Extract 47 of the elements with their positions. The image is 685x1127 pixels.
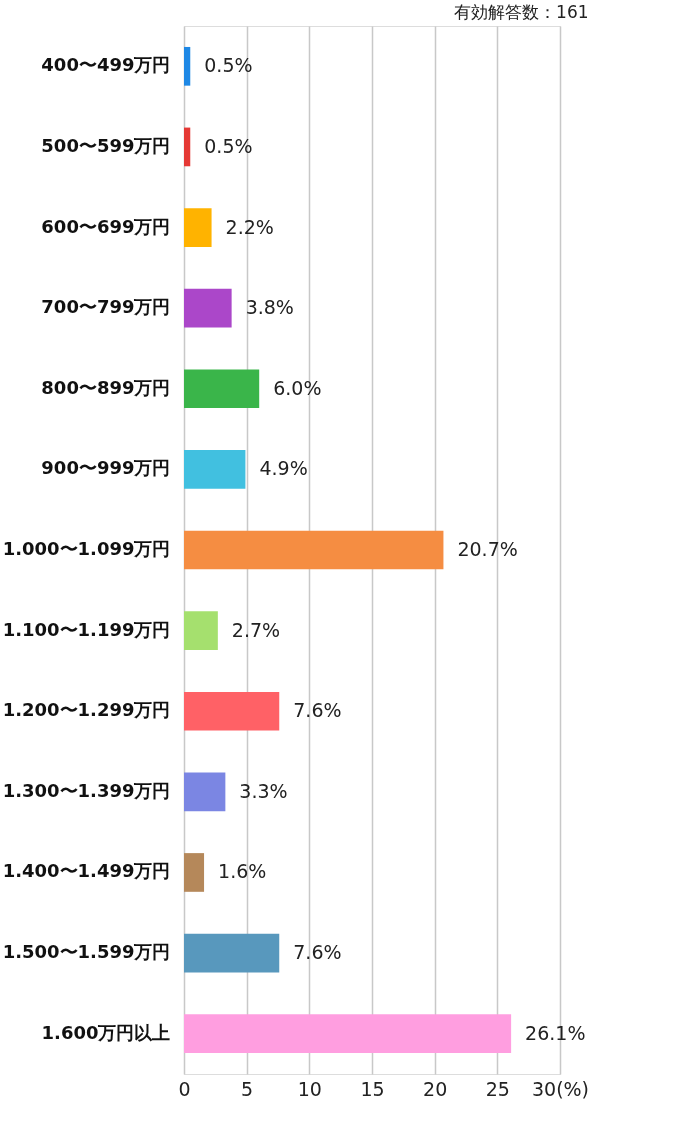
- x-tick-label: 15: [360, 1077, 385, 1100]
- data-label: 0.5%: [204, 134, 253, 157]
- text: 有効解答数：161: [454, 2, 589, 22]
- y-tick-label: 1.200〜1.299万円: [2, 699, 171, 721]
- x-tick-label: 20: [423, 1077, 448, 1100]
- data-label: 7.6%: [293, 941, 342, 964]
- x-tick-label: 5: [241, 1077, 254, 1100]
- bar: [184, 127, 191, 167]
- data-label: 26.1%: [525, 1021, 586, 1044]
- y-tick-label: 400〜499万円: [41, 54, 171, 76]
- data-label: 7.6%: [293, 699, 342, 722]
- bar: [184, 288, 232, 328]
- y-tick-label: 900〜999万円: [41, 457, 171, 479]
- data-label: 4.9%: [259, 457, 308, 480]
- bar: [184, 772, 226, 812]
- y-tick-label: 800〜899万円: [41, 376, 171, 398]
- bar: [184, 611, 218, 650]
- y-tick-label: 600〜699万円: [41, 215, 171, 237]
- y-tick-label: 1.100〜1.199万円: [2, 618, 171, 640]
- y-tick-label: 1.300〜1.399万円: [2, 779, 171, 801]
- bar: [184, 530, 444, 570]
- data-label: 1.6%: [218, 860, 267, 883]
- bar: [184, 208, 212, 247]
- bar: [184, 1014, 512, 1054]
- data-label: 2.2%: [225, 215, 274, 238]
- bar: [184, 46, 191, 86]
- data-label: 0.5%: [204, 54, 253, 77]
- y-tick-label: 700〜799万円: [41, 296, 171, 318]
- x-tick-label: 30(%): [531, 1077, 590, 1100]
- bar: [184, 933, 280, 973]
- data-label: 6.0%: [273, 376, 322, 399]
- bar: [184, 853, 205, 892]
- data-label: 20.7%: [457, 538, 518, 560]
- y-tick-label: 1.400〜1.499万円: [2, 860, 171, 882]
- y-tick-label: 1.000〜1.099万円: [2, 538, 171, 559]
- data-label: 3.3%: [239, 779, 288, 802]
- y-tick-label: 500〜599万円: [41, 134, 171, 156]
- x-tick-label: 25: [485, 1077, 510, 1100]
- x-tick-label: 0: [178, 1077, 191, 1100]
- bar: [184, 369, 260, 409]
- data-label: 2.7%: [231, 618, 281, 641]
- bar: [184, 691, 280, 731]
- y-tick-label: 1.500〜1.599万円: [2, 941, 171, 963]
- bar: [184, 450, 246, 489]
- y-tick-label: 1.600万円以上: [41, 1021, 171, 1043]
- data-label: 3.8%: [245, 296, 294, 319]
- x-tick-label: 10: [297, 1077, 322, 1100]
